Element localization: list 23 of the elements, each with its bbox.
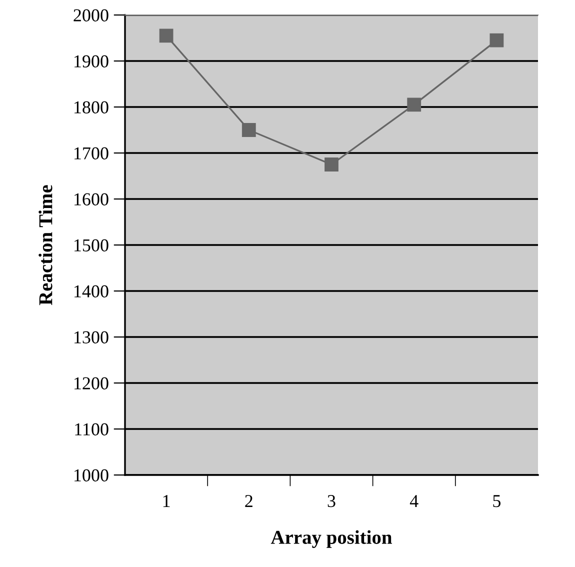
y-tick-label: 1500	[74, 239, 108, 252]
y-tick-label: 1300	[74, 331, 108, 344]
y-tick-label: 1700	[74, 147, 108, 160]
y-tick-label: 1100	[75, 423, 108, 436]
x-axis-title: Array position	[270, 530, 392, 548]
y-tick-label: 1200	[74, 377, 108, 390]
x-tick-label: 5	[493, 495, 501, 508]
point	[490, 33, 504, 48]
x-tick-label: 3	[328, 495, 336, 508]
y-tick-label: 1600	[74, 193, 108, 206]
x-tick-label: 2	[245, 495, 252, 507]
y-tick-label: 2000	[74, 9, 108, 22]
y-axis-title: Reaction Time	[38, 185, 52, 306]
y-tick-label: 1400	[74, 285, 108, 298]
point	[159, 28, 174, 43]
x-tick-label: 1	[163, 495, 170, 507]
x-tick-label: 4	[410, 495, 418, 507]
y-tick-label: 1000	[74, 469, 108, 482]
point	[242, 123, 256, 137]
y-tick-label: 1800	[74, 101, 108, 114]
point	[324, 158, 338, 172]
point	[407, 98, 422, 112]
y-tick-label: 1900	[74, 55, 108, 68]
